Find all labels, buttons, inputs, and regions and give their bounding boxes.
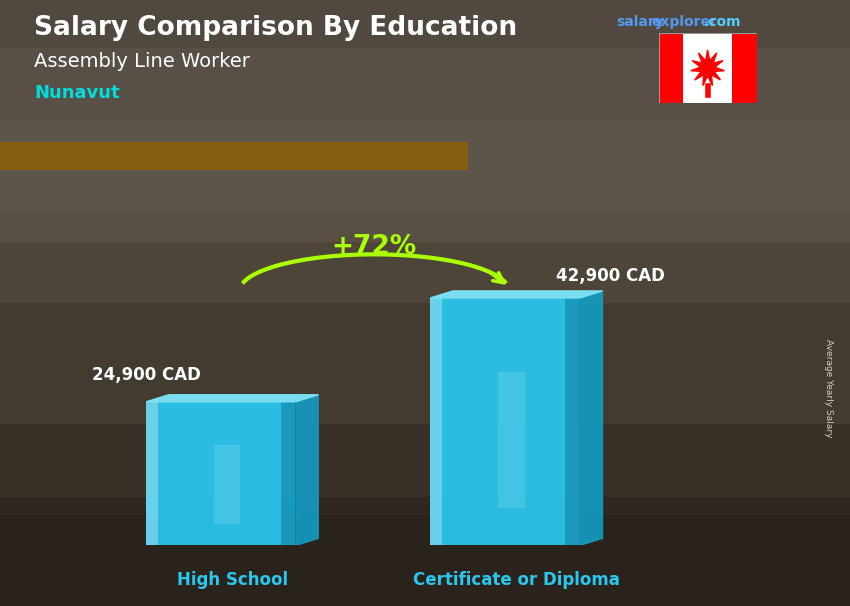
- Bar: [0, 303, 850, 424]
- Bar: [0, 142, 468, 170]
- Bar: [565, 298, 580, 545]
- Bar: [0, 48, 850, 121]
- Bar: [498, 372, 524, 508]
- Text: 42,900 CAD: 42,900 CAD: [556, 267, 665, 285]
- Text: Average Yearly Salary: Average Yearly Salary: [824, 339, 833, 437]
- Bar: [146, 402, 296, 545]
- Text: Certificate or Diploma: Certificate or Diploma: [413, 571, 620, 588]
- Text: explorer: explorer: [651, 15, 717, 29]
- Bar: [0, 515, 850, 606]
- Text: Nunavut: Nunavut: [34, 84, 120, 102]
- Polygon shape: [146, 395, 318, 402]
- Text: Salary Comparison By Education: Salary Comparison By Education: [34, 15, 517, 41]
- Text: High School: High School: [177, 571, 288, 588]
- Text: .com: .com: [704, 15, 741, 29]
- Bar: [659, 33, 683, 103]
- Bar: [430, 298, 580, 545]
- Bar: [0, 497, 850, 606]
- Text: 24,900 CAD: 24,900 CAD: [92, 365, 201, 384]
- Text: Assembly Line Worker: Assembly Line Worker: [34, 52, 250, 70]
- Bar: [0, 424, 850, 515]
- Bar: [430, 298, 442, 545]
- Text: +72%: +72%: [332, 235, 417, 261]
- Bar: [0, 0, 850, 48]
- Bar: [732, 33, 756, 103]
- Text: salary: salary: [616, 15, 664, 29]
- Bar: [683, 33, 732, 103]
- Polygon shape: [296, 395, 318, 545]
- Polygon shape: [691, 50, 724, 85]
- Bar: [0, 0, 850, 242]
- Bar: [146, 402, 158, 545]
- Polygon shape: [430, 291, 603, 298]
- Bar: [0, 212, 850, 303]
- Bar: [213, 445, 241, 524]
- Bar: [0, 121, 850, 212]
- Bar: [280, 402, 296, 545]
- Polygon shape: [580, 291, 603, 545]
